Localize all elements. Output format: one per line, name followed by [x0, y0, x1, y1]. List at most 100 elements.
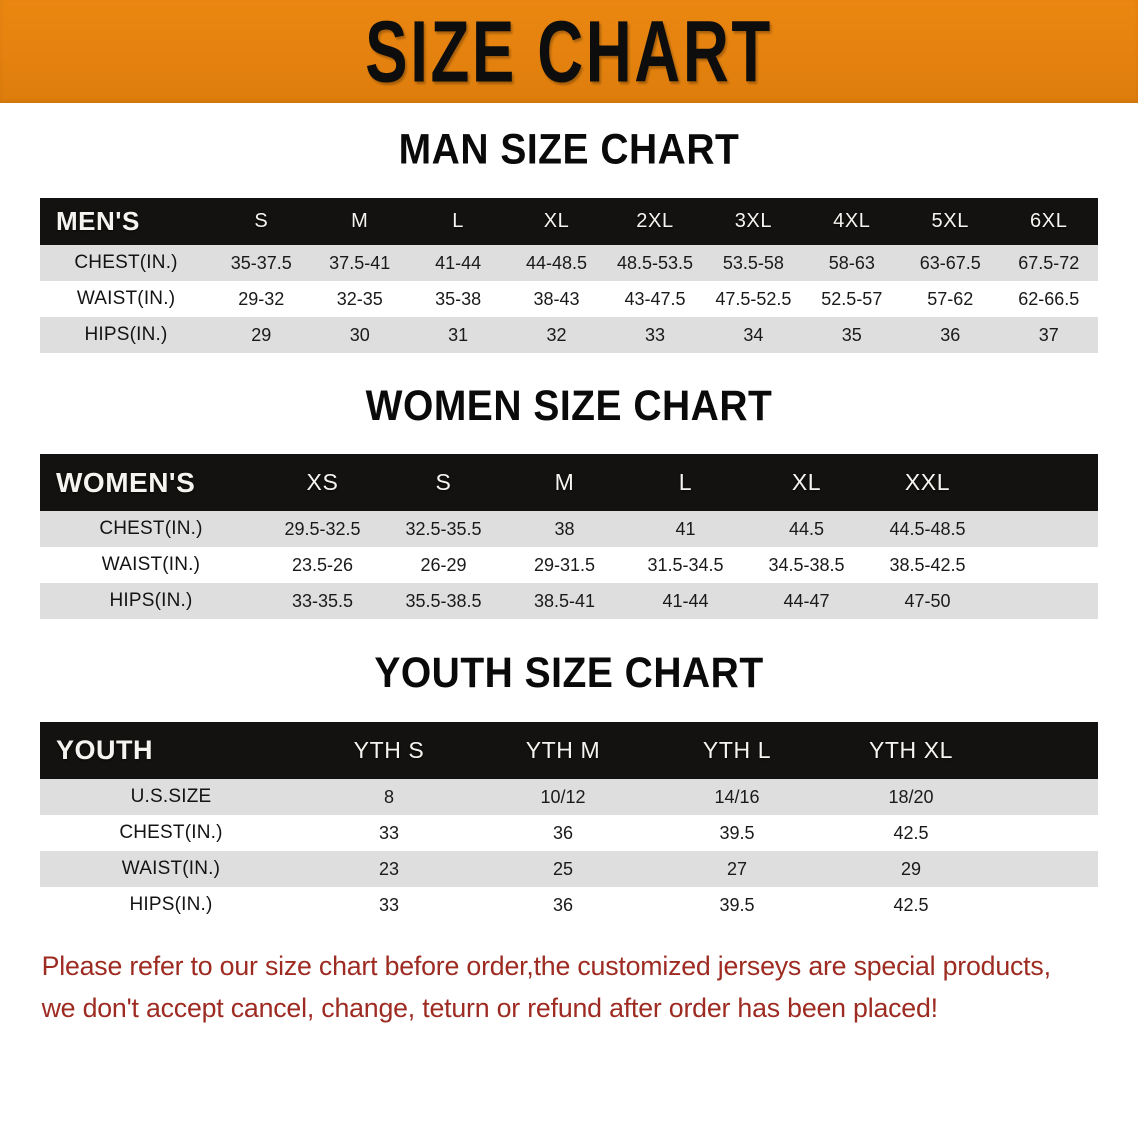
man-cell-1-7: 57-62: [927, 288, 974, 309]
women-row-label-1: WAIST(IN.): [101, 554, 201, 575]
youth-row-label-0: U.S.SIZE: [130, 786, 212, 807]
women-cell-1-1: 26-29: [420, 554, 467, 575]
youth-cell-1-3: 42.5: [893, 822, 929, 843]
table-row: WAIST(IN.) 23.5-26 26-29 29-31.5 31.5-34…: [40, 547, 1098, 583]
youth-cell-1-0: 33: [378, 822, 400, 843]
man-size-table: MEN'S S M L XL 2XL 3XL 4XL 5XL 6XL CHEST…: [40, 198, 1098, 353]
man-cell-0-8: 67.5-72: [1018, 252, 1080, 273]
youth-table-header-row: YOUTH YTH S YTH M YTH L YTH XL: [40, 722, 1098, 779]
women-cell-1-4: 34.5-38.5: [768, 554, 845, 575]
youth-cell-3-2: 39.5: [719, 894, 755, 915]
youth-cell-3-3: 42.5: [893, 894, 929, 915]
youth-cell-spacer: [998, 851, 1098, 887]
youth-cell-1-2: 39.5: [719, 822, 755, 843]
man-row-label-1: WAIST(IN.): [76, 288, 176, 309]
man-cell-2-5: 34: [743, 324, 764, 345]
youth-row-label-3: HIPS(IN.): [129, 894, 213, 915]
youth-cell-0-0: 8: [383, 786, 394, 807]
man-cell-2-8: 37: [1038, 324, 1059, 345]
women-size-col-4: XL: [791, 469, 822, 495]
man-size-col-0: S: [254, 210, 269, 232]
women-cell-2-4: 44-47: [783, 590, 830, 611]
man-header-label: MEN'S: [56, 206, 140, 236]
man-cell-2-6: 35: [841, 324, 862, 345]
man-cell-1-0: 29-32: [238, 288, 285, 309]
order-policy-disclaimer: Please refer to our size chart before or…: [0, 946, 1127, 1030]
women-cell-0-1: 32.5-35.5: [405, 518, 482, 539]
table-row: WAIST(IN.) 23 25 27 29: [40, 851, 1098, 887]
man-cell-2-1: 30: [349, 324, 370, 345]
women-cell-2-0: 33-35.5: [291, 590, 354, 611]
man-cell-1-5: 47.5-52.5: [715, 288, 792, 309]
man-cell-0-2: 41-44: [435, 252, 482, 273]
man-cell-0-4: 48.5-53.5: [616, 252, 693, 273]
youth-header-label: YOUTH: [56, 735, 153, 765]
women-cell-0-2: 38: [554, 518, 575, 539]
women-cell-spacer: [988, 547, 1098, 583]
man-row-label-0: CHEST(IN.): [74, 252, 178, 273]
women-cell-spacer: [988, 583, 1098, 619]
women-cell-0-5: 44.5-48.5: [889, 518, 966, 539]
man-cell-2-4: 33: [644, 324, 665, 345]
man-cell-0-1: 37.5-41: [329, 252, 391, 273]
man-cell-1-8: 62-66.5: [1018, 288, 1080, 309]
women-cell-0-4: 44.5: [788, 518, 825, 539]
man-cell-1-6: 52.5-57: [821, 288, 883, 309]
man-cell-0-7: 63-67.5: [919, 252, 981, 273]
man-cell-2-7: 36: [940, 324, 961, 345]
youth-size-col-0: YTH S: [353, 737, 425, 763]
women-header-label: WOMEN'S: [56, 466, 196, 498]
women-cell-spacer: [988, 511, 1098, 547]
man-cell-2-0: 29: [251, 324, 272, 345]
women-cell-1-3: 31.5-34.5: [647, 554, 724, 575]
youth-cell-spacer: [998, 887, 1098, 923]
youth-row-label-1: CHEST(IN.): [119, 822, 223, 843]
youth-cell-0-1: 10/12: [540, 786, 586, 807]
youth-header-spacer: [998, 722, 1098, 779]
youth-cell-0-2: 14/16: [714, 786, 760, 807]
man-section-title: MAN SIZE CHART: [398, 125, 740, 174]
youth-row-label-2: WAIST(IN.): [121, 858, 221, 879]
man-size-col-1: M: [351, 210, 369, 232]
page-banner: SIZE CHART: [0, 0, 1138, 103]
man-cell-1-1: 32-35: [336, 288, 383, 309]
women-row-label-0: CHEST(IN.): [99, 518, 203, 539]
women-size-col-5: XXL: [904, 469, 951, 495]
man-row-label-2: HIPS(IN.): [84, 324, 168, 345]
man-cell-0-3: 44-48.5: [526, 252, 588, 273]
man-cell-1-4: 43-47.5: [624, 288, 686, 309]
man-cell-0-6: 58-63: [828, 252, 875, 273]
women-table-wrapper: WOMEN'S XS S M L XL XXL CHEST(IN.) 29.5-…: [0, 454, 1138, 619]
man-size-col-5: 3XL: [734, 210, 773, 232]
table-row: CHEST(IN.) 35-37.5 37.5-41 41-44 44-48.5…: [40, 245, 1098, 281]
women-section-title: WOMEN SIZE CHART: [365, 382, 773, 431]
table-row: CHEST(IN.) 33 36 39.5 42.5: [40, 815, 1098, 851]
youth-cell-3-0: 33: [378, 894, 400, 915]
youth-table-wrapper: YOUTH YTH S YTH M YTH L YTH XL U.S.SIZE …: [0, 722, 1138, 923]
youth-size-table: YOUTH YTH S YTH M YTH L YTH XL U.S.SIZE …: [40, 722, 1098, 923]
women-size-col-2: M: [554, 469, 575, 495]
women-cell-2-2: 38.5-41: [533, 590, 596, 611]
man-cell-2-3: 32: [546, 324, 567, 345]
table-row: HIPS(IN.) 33 36 39.5 42.5: [40, 887, 1098, 923]
youth-cell-2-3: 29: [900, 858, 922, 879]
women-size-col-0: XS: [306, 469, 339, 495]
page-title: SIZE CHART: [365, 1, 773, 100]
women-size-col-3: L: [678, 469, 693, 495]
man-table-header-row: MEN'S S M L XL 2XL 3XL 4XL 5XL 6XL: [40, 198, 1098, 245]
youth-cell-2-0: 23: [378, 858, 400, 879]
table-row: WAIST(IN.) 29-32 32-35 35-38 38-43 43-47…: [40, 281, 1098, 317]
women-size-table: WOMEN'S XS S M L XL XXL CHEST(IN.) 29.5-…: [40, 454, 1098, 619]
man-size-col-3: XL: [543, 210, 570, 232]
man-size-col-8: 6XL: [1030, 210, 1068, 232]
youth-size-col-2: YTH L: [702, 737, 772, 763]
women-cell-0-0: 29.5-32.5: [284, 518, 361, 539]
youth-cell-2-1: 25: [552, 858, 574, 879]
women-size-col-1: S: [435, 469, 452, 495]
table-row: U.S.SIZE 8 10/12 14/16 18/20: [40, 779, 1098, 815]
youth-cell-spacer: [998, 815, 1098, 851]
youth-cell-2-2: 27: [726, 858, 748, 879]
disclaimer-line-1: Please refer to our size chart before or…: [41, 951, 1051, 981]
man-table-wrapper: MEN'S S M L XL 2XL 3XL 4XL 5XL 6XL CHEST…: [0, 198, 1138, 353]
women-cell-2-5: 47-50: [904, 590, 951, 611]
